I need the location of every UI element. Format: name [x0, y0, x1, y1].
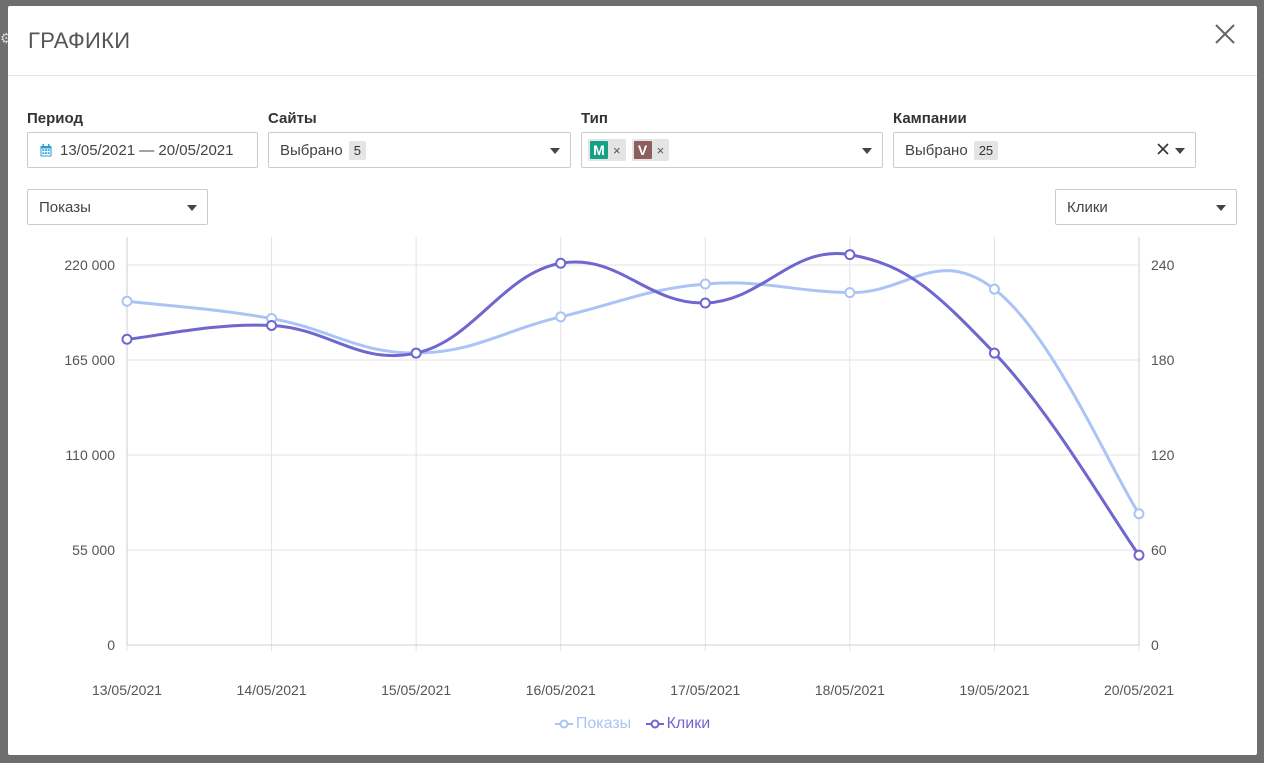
sites-label: Сайты	[268, 110, 317, 127]
sites-select[interactable]: Выбрано 5	[268, 132, 571, 168]
data-point	[699, 278, 711, 290]
legend-item-clicks[interactable]: Клики	[645, 715, 711, 733]
data-point	[555, 311, 567, 323]
x-tick-label: 19/05/2021	[959, 682, 1029, 698]
data-point	[121, 295, 133, 307]
x-tick-label: 16/05/2021	[526, 682, 596, 698]
modal-header: ГРАФИКИ	[8, 6, 1257, 76]
calendar-icon	[40, 143, 52, 157]
left-metric-value: Показы	[39, 198, 91, 216]
right-metric-select[interactable]: Клики	[1055, 189, 1237, 225]
y-left-tick-label: 165 000	[64, 352, 115, 368]
x-tick-label: 13/05/2021	[92, 682, 162, 698]
remove-tag-icon[interactable]: ×	[656, 142, 665, 158]
y-right-tick-label: 60	[1151, 542, 1167, 558]
y-left-tick-label: 220 000	[64, 257, 115, 273]
chevron-down-icon	[187, 205, 197, 211]
charts-modal: ГРАФИКИ Период 13/05/2021 —	[8, 6, 1257, 755]
y-left-tick-label: 0	[107, 637, 115, 653]
data-point	[266, 319, 278, 331]
y-right-tick-label: 240	[1151, 257, 1175, 273]
x-tick-label: 20/05/2021	[1104, 682, 1174, 698]
y-right-tick-label: 0	[1151, 637, 1159, 653]
type-label: Тип	[581, 110, 608, 127]
legend-label: Клики	[666, 715, 711, 732]
x-tick-label: 15/05/2021	[381, 682, 451, 698]
type-tag-m: M ×	[588, 139, 626, 161]
campaigns-count-badge: 25	[973, 140, 999, 160]
data-point	[699, 297, 711, 309]
right-metric-value: Клики	[1067, 198, 1108, 216]
period-date-range-input[interactable]: 13/05/2021 — 20/05/2021	[27, 132, 258, 168]
y-right-tick-label: 180	[1151, 352, 1175, 368]
data-point	[410, 347, 422, 359]
campaigns-label: Кампании	[893, 110, 967, 127]
series-line-clicks	[126, 251, 1141, 557]
data-point	[844, 249, 856, 261]
data-point	[988, 283, 1000, 295]
x-tick-label: 18/05/2021	[815, 682, 885, 698]
y-right-tick-label: 120	[1151, 447, 1175, 463]
period-label: Период	[27, 110, 83, 127]
line-chart: 0 0 55 000 60 110 000 120 165 000 180 220 000 240…	[64, 237, 1175, 698]
x-tick-label: 17/05/2021	[670, 682, 740, 698]
chart-legend: Показы Клики	[8, 715, 1257, 734]
legend-item-impressions[interactable]: Показы	[554, 715, 632, 733]
campaigns-select[interactable]: Выбрано 25	[893, 132, 1196, 168]
modal-title: ГРАФИКИ	[28, 28, 131, 53]
y-left-tick-label: 110 000	[65, 447, 115, 463]
left-metric-select[interactable]: Показы	[27, 189, 208, 225]
campaigns-value: Выбрано	[905, 141, 968, 159]
clear-icon[interactable]	[1157, 143, 1169, 155]
data-point	[844, 287, 856, 299]
x-tick-label: 14/05/2021	[237, 682, 307, 698]
data-point	[1133, 549, 1145, 561]
close-icon[interactable]	[1211, 20, 1239, 48]
data-point	[121, 333, 133, 345]
chevron-down-icon	[1216, 205, 1226, 211]
type-m-icon: M	[590, 141, 608, 159]
data-point	[988, 347, 1000, 359]
type-tag-v: V ×	[631, 139, 670, 161]
data-point	[555, 257, 567, 269]
legend-marker-icon	[554, 719, 573, 729]
sites-value: Выбрано	[280, 141, 343, 159]
data-point	[1133, 508, 1145, 520]
sites-count-badge: 5	[348, 140, 366, 160]
period-value: 13/05/2021 — 20/05/2021	[60, 141, 234, 159]
y-left-tick-label: 55 000	[72, 542, 115, 558]
chevron-down-icon	[862, 148, 872, 154]
type-v-icon: V	[633, 141, 652, 159]
legend-label: Показы	[575, 715, 632, 732]
legend-marker-icon	[645, 719, 664, 729]
chevron-down-icon	[550, 148, 560, 154]
type-multiselect[interactable]: M × V ×	[581, 132, 883, 168]
series-line-impressions	[126, 269, 1141, 515]
chevron-down-icon	[1175, 148, 1185, 154]
remove-tag-icon[interactable]: ×	[613, 142, 621, 158]
